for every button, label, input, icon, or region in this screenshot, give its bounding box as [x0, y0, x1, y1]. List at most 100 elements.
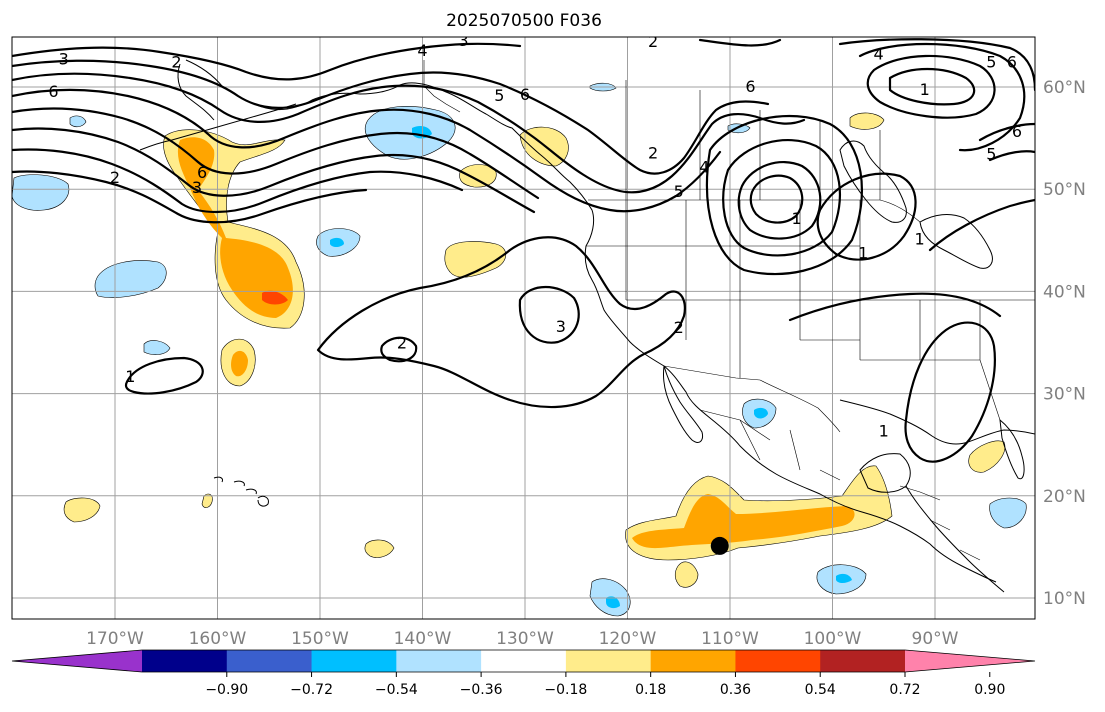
anomaly-region-neg7-core [836, 573, 852, 583]
contour-label: 2 [648, 32, 658, 51]
anomaly-region-np1 [459, 164, 497, 188]
latitude-tick-label: 60°N [1043, 78, 1086, 98]
contour-line [124, 356, 204, 395]
contour-label: 4 [874, 44, 884, 63]
anomaly-region-bering-max [262, 290, 288, 305]
contour-line [12, 127, 536, 214]
coastline-great-lakes [919, 214, 993, 269]
anomaly-region-hudson [849, 112, 885, 130]
colorbar-segment [820, 650, 906, 672]
anomaly-region-hawaii2 [364, 539, 395, 558]
location-marker [710, 536, 729, 555]
anomaly-region-bering-core [177, 137, 293, 318]
longitude-tick-label: 110°W [701, 629, 759, 649]
colorbar-segment [396, 650, 482, 672]
contour-label: 3 [59, 49, 69, 68]
colorbar-segment [142, 650, 228, 672]
colorbar-tick-label: −0.90 [205, 682, 248, 698]
longitude-tick-labels: 170°W 160°W 150°W 140°W 130°W 120°W 110°W 100°W… [86, 629, 959, 649]
border-us-mexico [663, 365, 841, 433]
contour-line [816, 172, 917, 261]
contour-lines [12, 38, 1035, 463]
colorbar-extend-high [905, 650, 1035, 672]
contour-label: 5 [986, 144, 996, 163]
colorbar-tick-label: −0.36 [460, 682, 503, 698]
contour-line [722, 139, 842, 257]
contour-line [12, 42, 522, 81]
latitude-tick-label: 10°N [1043, 589, 1086, 609]
contour-line [12, 88, 722, 213]
anomaly-region-hawaii1 [63, 497, 101, 523]
longitude-tick-label: 140°W [394, 629, 452, 649]
latitude-tick-label: 40°N [1043, 282, 1086, 302]
contour-line [928, 198, 1035, 252]
contour-label: 4 [699, 158, 709, 177]
contour-line [866, 54, 996, 119]
anomaly-region-neg12 [69, 115, 87, 128]
contour-label: 3 [192, 178, 202, 197]
longitude-tick-label: 130°W [496, 629, 554, 649]
colorbar-tick-label: −0.54 [375, 682, 418, 698]
coastline-central-america [905, 485, 1005, 593]
anomaly-region-neg9 [989, 497, 1027, 529]
contour-line [788, 292, 1002, 322]
latitude-tick-label: 30°N [1043, 385, 1086, 405]
coastline-florida [999, 418, 1025, 480]
longitude-tick-label: 120°W [599, 629, 657, 649]
longitude-tick-label: 170°W [86, 629, 144, 649]
coastlines [139, 59, 1035, 593]
longitude-tick-label: 150°W [291, 629, 349, 649]
coastline-baja [663, 365, 703, 443]
contour-label: 2 [648, 143, 658, 162]
contour-line [737, 161, 822, 240]
border-alaska-canada [423, 60, 461, 113]
longitude-tick-label: 90°W [912, 629, 959, 649]
contour-label: 1 [920, 80, 930, 99]
contour-line [988, 150, 1035, 162]
longitude-tick-label: 160°W [189, 629, 247, 649]
contour-label: 3 [556, 317, 566, 336]
contour-line [749, 174, 804, 224]
colorbar: −0.90 −0.72 −0.54 −0.36 −0.18 0.18 0.36 0.54 0.7… [11, 649, 1036, 698]
latitude-tick-label: 20°N [1043, 487, 1086, 507]
anomaly-region-neg4-core [330, 237, 344, 247]
colorbar-segment [735, 650, 821, 672]
contour-line [12, 72, 806, 194]
contour-label: 1 [915, 229, 925, 248]
anomaly-region-neg6-core [754, 407, 768, 419]
colorbar-tick-label: 0.36 [720, 682, 751, 698]
longitude-tick-label: 100°W [804, 629, 862, 649]
gridlines [12, 37, 1035, 619]
contour-label: 4 [417, 41, 427, 60]
contour-line [380, 336, 418, 363]
anomaly-region-small1 [201, 493, 213, 508]
border-canada-provinces [625, 80, 881, 200]
contour-label: 5 [986, 52, 996, 71]
anomaly-region-neg2 [12, 174, 70, 211]
contour-label: 3 [458, 31, 468, 50]
colorbar-tick-label: −0.72 [290, 682, 333, 698]
contour-label: 6 [520, 85, 530, 104]
colorbar-segment [311, 650, 397, 672]
coastline-aleutians [139, 103, 297, 151]
coastline-yucatan [859, 453, 911, 493]
contour-line [518, 286, 580, 344]
coastline-gulf-mexico [839, 399, 1035, 445]
contour-label: 1 [858, 244, 868, 263]
colorbar-segment [226, 650, 313, 672]
contour-label: 1 [792, 209, 802, 228]
shaded-anomalies [12, 82, 1027, 617]
contour-line [316, 236, 686, 409]
anomaly-region-neg8-core [606, 596, 620, 609]
coastline-alaska [185, 59, 401, 111]
anomaly-region-neg3 [94, 260, 167, 298]
colorbar-outline [11, 649, 1036, 673]
coastline-bering [177, 63, 215, 121]
anomaly-region-sub1-core [231, 350, 248, 377]
contour-label: 1 [125, 367, 135, 386]
contour-label: 2 [171, 52, 181, 71]
contour-line [12, 107, 540, 200]
